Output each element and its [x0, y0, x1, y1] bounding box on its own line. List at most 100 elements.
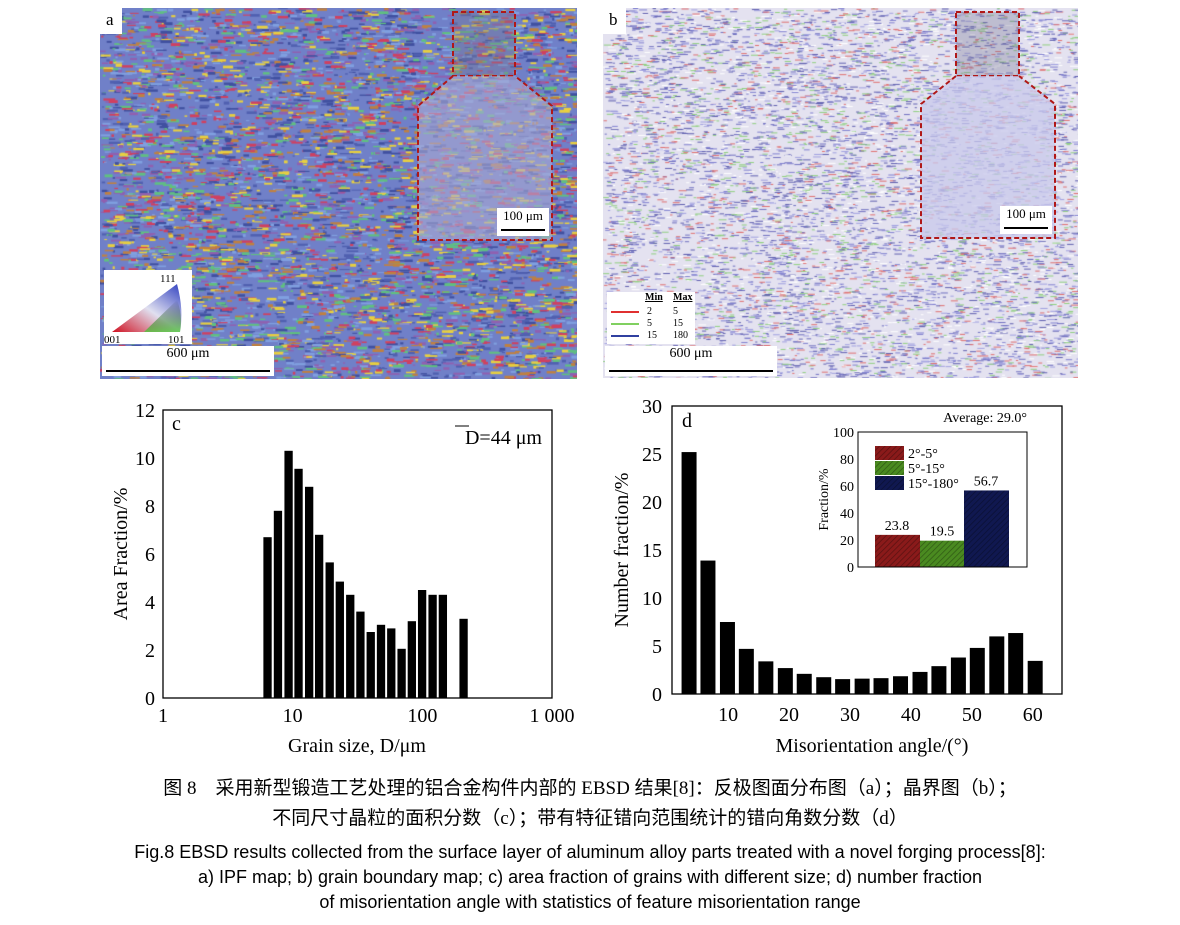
- y-tick-label: 2: [145, 640, 155, 662]
- bar: [931, 666, 947, 694]
- inset-bar: [875, 534, 920, 567]
- legend-max: 180: [673, 330, 688, 341]
- bar: [681, 452, 697, 694]
- legend-max: 5: [673, 306, 678, 317]
- legend-swatch: [611, 311, 639, 313]
- y-tick-label: 5: [652, 636, 662, 658]
- bar: [366, 632, 375, 698]
- bar: [438, 594, 448, 698]
- bar: [873, 678, 889, 694]
- inset-bar: [920, 540, 965, 567]
- y-tick-label: 8: [145, 496, 155, 518]
- legend-min: 15: [647, 330, 657, 341]
- bar: [893, 676, 909, 694]
- x-tick-label: 60: [1023, 704, 1043, 726]
- bar: [700, 560, 716, 694]
- y-tick-label: 30: [642, 396, 662, 418]
- x-tick-label: 40: [901, 704, 921, 726]
- scale-bar: 600 μm: [102, 346, 274, 376]
- bar: [1008, 633, 1024, 694]
- bar: [387, 628, 396, 698]
- inset-legend-label: 2°-5°: [908, 447, 938, 462]
- inset-title: Average: 29.0°: [943, 411, 1027, 426]
- bar: [969, 647, 985, 694]
- legend-max: 15: [673, 318, 683, 329]
- inset-legend-swatch: [875, 476, 904, 490]
- inset-y-tick-label: 100: [833, 426, 854, 441]
- x-tick-label: 1: [158, 705, 168, 727]
- plot-frame: [162, 409, 553, 699]
- caption-en-2: a) IPF map; b) grain boundary map; c) ar…: [197, 867, 983, 887]
- inset-y-tick-label: 20: [840, 534, 854, 549]
- y-axis-label: Number fraction/%: [611, 473, 633, 628]
- bar: [325, 562, 334, 698]
- bar: [719, 622, 735, 694]
- inset-bar: [964, 490, 1009, 567]
- y-axis-label: Area Fraction/%: [110, 488, 132, 621]
- inset-y-tick-label: 40: [840, 507, 854, 522]
- bar: [263, 537, 272, 698]
- bar: [294, 468, 303, 698]
- bar: [854, 678, 870, 694]
- bar: [950, 657, 966, 694]
- inset-value-label: 56.7: [974, 474, 999, 489]
- ipf-color-key: 111 001 101: [104, 270, 192, 346]
- bar: [428, 594, 437, 698]
- y-tick-label: 0: [652, 684, 662, 706]
- x-tick-label: 10: [718, 704, 738, 726]
- bar: [796, 673, 812, 694]
- inset-y-tick-label: 60: [840, 480, 854, 495]
- bar: [738, 648, 754, 694]
- plot-frame: [671, 405, 1063, 695]
- x-tick-label: 100: [407, 705, 437, 727]
- inset-scale-text: 100 μm: [503, 208, 543, 223]
- inset-legend-label: 15°-180°: [908, 477, 959, 492]
- inset-y-axis-label: Fraction/%: [817, 468, 832, 531]
- svg-text:101: 101: [168, 334, 185, 344]
- caption-cn-2: 不同尺寸晶粒的面积分数（c）；带有特征错向范围统计的错向角数分数（d）: [272, 808, 908, 829]
- y-tick-label: 12: [135, 400, 155, 422]
- boundary-legend: Min Max 2 5 5 15 15 180: [607, 292, 695, 344]
- svg-text:111: 111: [160, 273, 176, 285]
- bar: [777, 668, 793, 694]
- bar: [314, 534, 324, 698]
- bar: [989, 636, 1005, 694]
- y-tick-label: 15: [642, 540, 662, 562]
- x-axis-label: Misorientation angle/(°): [776, 735, 969, 757]
- y-tick-label: 6: [145, 544, 155, 566]
- panel-label-b: b: [603, 8, 626, 34]
- caption-en-3: of misorientation angle with statistics …: [319, 892, 861, 912]
- x-axis-label: Grain size, D/μm: [288, 735, 426, 757]
- grain-boundary-map-panel: 100 μm b Min Max 2 5 5 15 15 180 600 μm: [603, 8, 1078, 378]
- panel-label-a: a: [100, 8, 122, 34]
- scale-bar: 600 μm: [605, 346, 777, 376]
- inset-frame: [920, 11, 1056, 239]
- ipf-map-panel: 100 μm a 111 001 101 600 μm: [100, 8, 577, 379]
- mean-annotation: D=44 μm: [465, 427, 542, 449]
- x-tick-label: 1 000: [530, 705, 575, 727]
- bar: [835, 679, 851, 694]
- inset-value-label: 23.8: [885, 519, 910, 534]
- y-tick-label: 4: [145, 592, 155, 614]
- bar: [376, 624, 386, 698]
- x-tick-label: 50: [962, 704, 982, 726]
- inset-y-tick-label: 80: [840, 453, 854, 468]
- y-tick-label: 20: [642, 492, 662, 514]
- inset-frame: [857, 431, 1028, 568]
- bar: [459, 618, 468, 698]
- y-tick-label: 25: [642, 444, 662, 466]
- bar: [273, 510, 283, 698]
- panel-label-c: c: [172, 413, 181, 435]
- scale-bar-text: 600 μm: [166, 346, 210, 361]
- bar: [304, 486, 314, 698]
- inset-frame: [417, 11, 553, 241]
- y-tick-label: 10: [135, 448, 155, 470]
- bar: [912, 671, 928, 694]
- x-tick-label: 30: [840, 704, 860, 726]
- inset-legend-swatch: [875, 446, 904, 460]
- x-tick-label: 10: [283, 705, 303, 727]
- bar: [1027, 660, 1043, 694]
- legend-swatch: [611, 323, 639, 325]
- chart-grain-size: 0 2 4 6 8 10 12 1 10 100 1 000 c D=44 μm Grain size, …: [110, 400, 575, 757]
- inset-y-tick-label: 0: [847, 561, 854, 576]
